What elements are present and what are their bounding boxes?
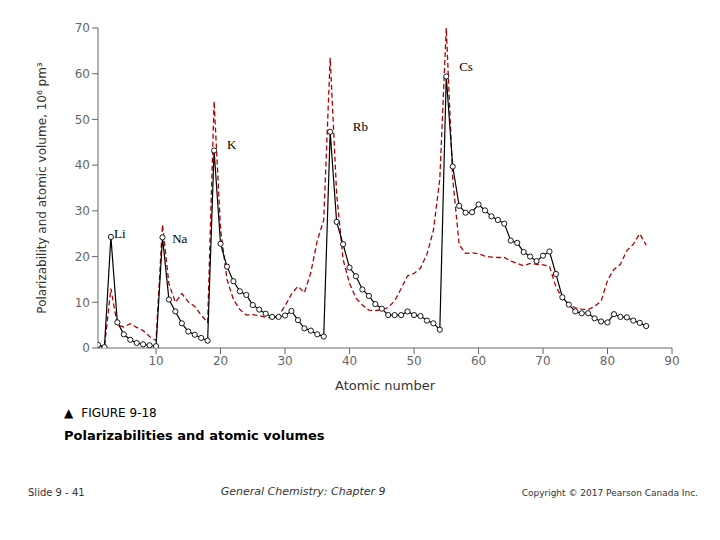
svg-text:Na: Na bbox=[172, 231, 187, 246]
svg-text:Li: Li bbox=[114, 226, 126, 241]
svg-text:40: 40 bbox=[342, 354, 357, 368]
svg-text:20: 20 bbox=[75, 250, 90, 264]
svg-text:Rb: Rb bbox=[353, 119, 368, 134]
html-text:Copyright © 2017 Pearson Canad: Copyright © 2017 Pearson Canada Inc. bbox=[521, 488, 698, 498]
html-text:General Chemistry: Chapter 9: General Chemistry: Chapter 9 bbox=[220, 485, 386, 498]
svg-text:60: 60 bbox=[75, 67, 90, 81]
svg-text:0: 0 bbox=[82, 341, 90, 355]
svg-text:40: 40 bbox=[75, 158, 90, 172]
svg-text:90: 90 bbox=[664, 354, 679, 368]
svg-text:Cs: Cs bbox=[459, 59, 473, 74]
svg-text:30: 30 bbox=[277, 354, 292, 368]
svg-text:50: 50 bbox=[406, 354, 421, 368]
html-text:FIGURE 9-18: FIGURE 9-18 bbox=[81, 406, 157, 420]
html-text:Polarizabilities and atomic vo: Polarizabilities and atomic volumes bbox=[64, 428, 325, 443]
svg-text:K: K bbox=[227, 137, 237, 152]
svg-text:70: 70 bbox=[535, 354, 550, 368]
svg-text:Polarizability and atomic volu: Polarizability and atomic volume, 10⁶ pm… bbox=[35, 62, 49, 314]
svg-text:50: 50 bbox=[75, 113, 90, 127]
svg-text:10: 10 bbox=[75, 296, 90, 310]
svg-text:70: 70 bbox=[75, 21, 90, 35]
svg-text:80: 80 bbox=[600, 354, 615, 368]
svg-text:30: 30 bbox=[75, 204, 90, 218]
svg-text:20: 20 bbox=[213, 354, 228, 368]
svg-text:60: 60 bbox=[471, 354, 486, 368]
html-text:Slide 9 - 41: Slide 9 - 41 bbox=[28, 487, 85, 498]
svg-text:Atomic number: Atomic number bbox=[335, 378, 436, 393]
svg-text:10: 10 bbox=[148, 354, 163, 368]
